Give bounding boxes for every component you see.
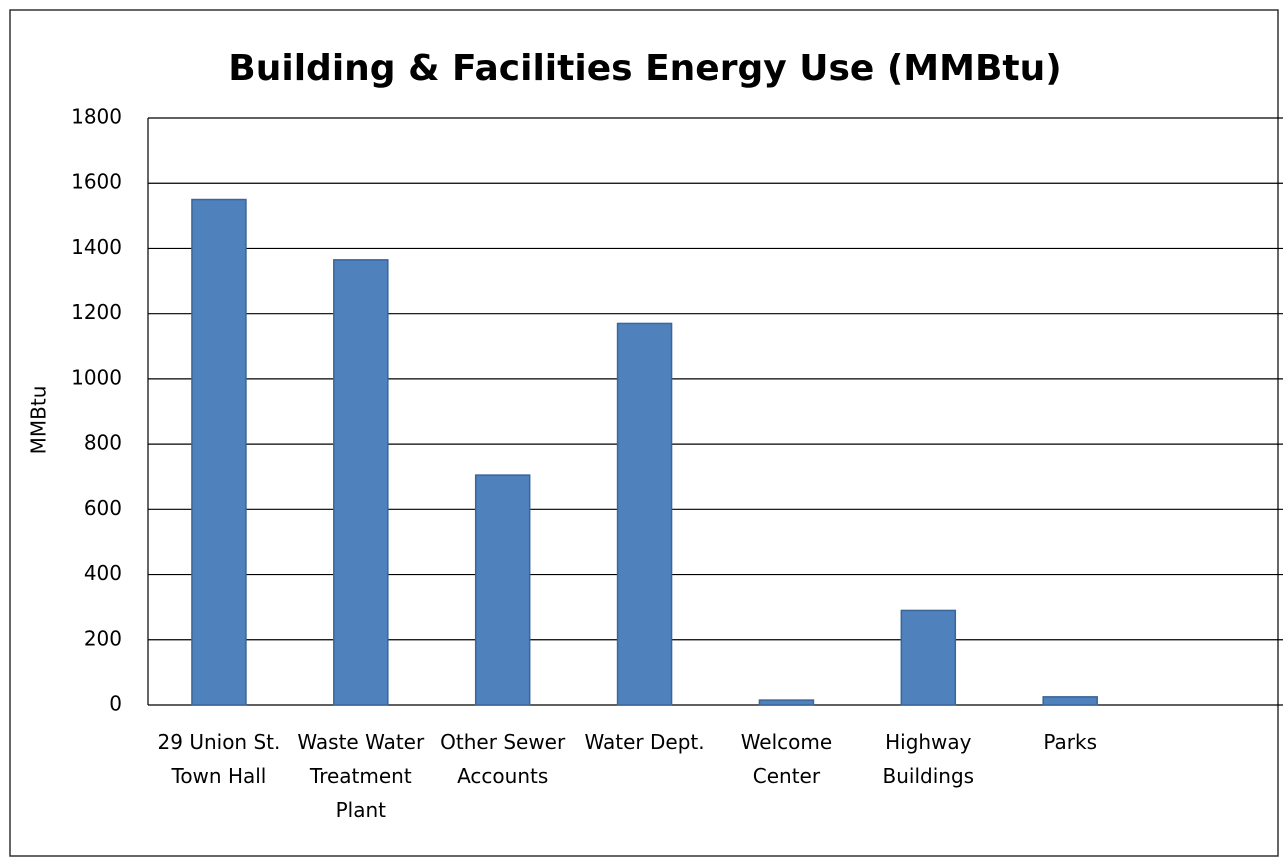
x-tick-label: Parks	[1043, 730, 1098, 754]
x-tick-label: Waste Water Treatment Plant	[297, 730, 425, 822]
bar	[1042, 696, 1098, 706]
x-tick-label: Water Dept.	[584, 730, 705, 754]
y-tick-label: 1400	[71, 235, 122, 259]
y-tick-label: 1800	[71, 105, 122, 129]
bar	[616, 322, 673, 706]
y-tick-label: 1600	[71, 170, 122, 194]
y-axis-label: MMBtu	[27, 386, 51, 455]
bar	[191, 198, 247, 706]
chart-border	[9, 9, 1279, 857]
x-tick-label: Other Sewer Accounts	[440, 730, 566, 788]
x-tick-label: 29 Union St. Town Hall	[157, 730, 281, 788]
x-tick-label: Highway Buildings	[882, 730, 975, 788]
y-tick-label: 400	[84, 561, 122, 585]
y-tick-label: 200	[84, 626, 122, 650]
bar	[333, 259, 389, 706]
x-tick-label: Welcome Center	[740, 730, 833, 788]
y-tick-label: 1000	[71, 365, 122, 389]
y-tick-label: 600	[84, 496, 122, 520]
y-tick-label: 800	[84, 431, 122, 455]
bar	[758, 699, 815, 706]
chart-title: Building & Facilities Energy Use (MMBtu)	[228, 48, 1061, 89]
bar	[900, 609, 957, 706]
bar	[474, 474, 531, 706]
y-tick-label: 0	[109, 692, 122, 716]
y-tick-label: 1200	[71, 300, 122, 324]
